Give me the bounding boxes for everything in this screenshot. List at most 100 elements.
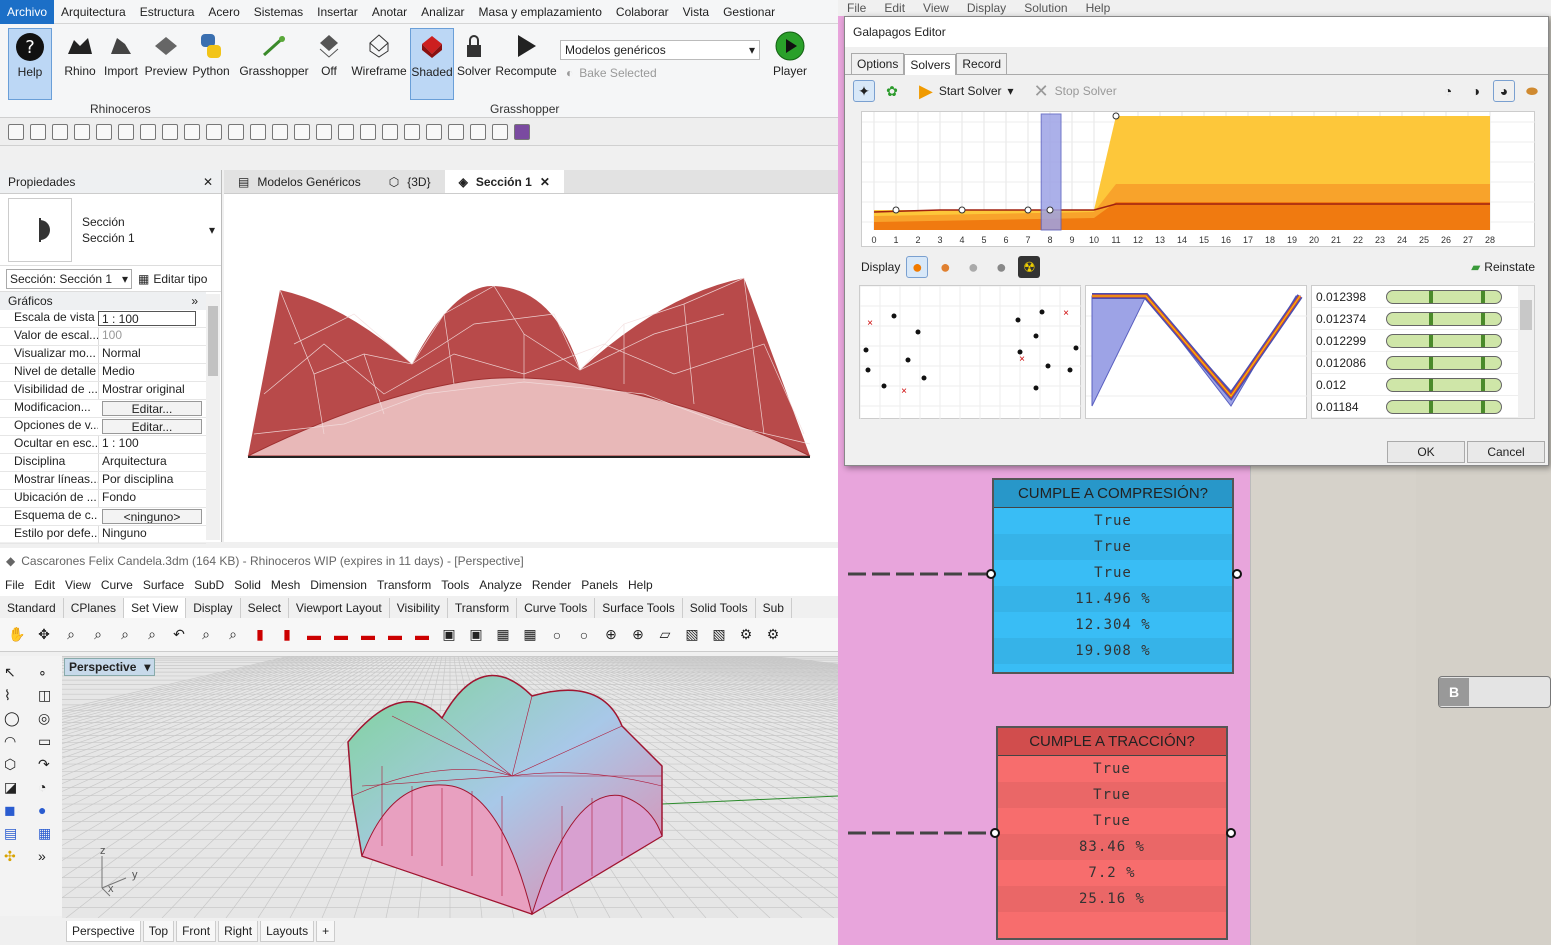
car-icon[interactable]: ▬ — [388, 626, 402, 643]
undo-view-icon[interactable]: ↶ — [173, 626, 185, 642]
rhino-tab-7[interactable]: Transform — [448, 598, 518, 618]
tool-icon[interactable]: ⚙ — [766, 626, 780, 642]
rhino-tab-9[interactable]: Surface Tools — [595, 598, 683, 618]
rhino-menu-13[interactable]: Panels — [581, 578, 618, 592]
type-chevron-icon[interactable]: ▾ — [208, 222, 215, 237]
category-dropdown[interactable]: Modelos genéricos ▾ — [560, 40, 760, 60]
genome-row[interactable]: 0.012398 — [1312, 286, 1518, 308]
preview-button[interactable]: Preview — [144, 28, 188, 100]
display-dark-icon[interactable]: ● — [995, 256, 1007, 277]
zoom-icon[interactable]: ⌕ — [67, 626, 75, 642]
menu-2[interactable]: Estructura — [139, 4, 195, 19]
car-icon[interactable]: ▬ — [415, 626, 429, 643]
rhino-menu-2[interactable]: View — [65, 578, 91, 592]
menu-3[interactable]: Acero — [208, 4, 240, 19]
polyline-icon[interactable]: ⌇ — [4, 687, 11, 703]
align-icon[interactable] — [316, 123, 332, 140]
tag-icon[interactable] — [360, 123, 376, 140]
off-button[interactable]: Off — [312, 28, 346, 100]
car-icon[interactable]: ▬ — [307, 626, 321, 643]
cube-icon[interactable]: ▧ — [685, 626, 699, 642]
link-icon[interactable] — [448, 123, 464, 140]
rhino-tab-8[interactable]: Curve Tools — [517, 598, 596, 618]
gh-menu-4[interactable]: Solution — [1024, 1, 1068, 15]
rhino-tab-6[interactable]: Visibility — [390, 598, 448, 618]
gh-slider[interactable]: B — [1438, 676, 1551, 708]
more-icon[interactable]: » — [38, 848, 46, 864]
rhino-button[interactable]: Rhino — [60, 28, 100, 100]
room-icon[interactable] — [382, 123, 398, 140]
egg-icon[interactable]: ⬬ — [1526, 82, 1538, 99]
add-tab-icon[interactable]: + — [316, 921, 336, 942]
thin-lines-icon[interactable] — [250, 123, 266, 140]
rhino-menu-10[interactable]: Tools — [441, 578, 470, 592]
menu-7[interactable]: Analizar — [421, 4, 465, 19]
open-icon[interactable] — [8, 123, 24, 140]
redo-icon[interactable] — [96, 123, 112, 140]
rhino-tab-5[interactable]: Viewport Layout — [289, 598, 390, 618]
python-button[interactable]: Python — [190, 28, 232, 100]
property-edit-button[interactable]: Editar... — [102, 401, 202, 416]
gh-menu-3[interactable]: Display — [966, 1, 1007, 15]
cancel-button[interactable]: Cancel — [1467, 441, 1545, 463]
reinstate-button[interactable]: ▰ Reinstate — [1471, 260, 1535, 274]
rhino-tab-11[interactable]: Sub — [756, 598, 792, 618]
output-grip[interactable] — [1226, 828, 1236, 838]
target-icon[interactable]: ⊕ — [605, 626, 617, 642]
print-icon[interactable] — [118, 123, 134, 140]
rhino-menu-12[interactable]: Render — [531, 578, 572, 592]
shaded-button[interactable]: Shaded — [410, 28, 454, 100]
arc-icon[interactable]: ◠ — [4, 733, 17, 749]
polygon-icon[interactable]: ⬡ — [4, 756, 17, 772]
property-edit-button[interactable]: Editar... — [102, 419, 202, 434]
plane-icon[interactable]: ▱ — [659, 626, 671, 642]
annealing-solver-icon[interactable]: ✿ — [886, 82, 898, 99]
rhino-tab-0[interactable]: Standard — [0, 598, 64, 618]
gh-menu-2[interactable]: View — [923, 1, 949, 15]
folder-icon[interactable]: ▦ — [523, 626, 537, 642]
menu-1[interactable]: Arquitectura — [61, 4, 126, 19]
tab-modelos-genericos[interactable]: ▤ Modelos Genéricos — [224, 170, 375, 193]
cylinder-icon[interactable]: ▤ — [4, 825, 18, 841]
rhino-menu-4[interactable]: Surface — [142, 578, 185, 592]
rectangle-icon[interactable]: ▭ — [38, 733, 52, 749]
pan-icon[interactable]: ✋ — [8, 626, 26, 642]
genome-row[interactable]: 0.012086 — [1312, 352, 1518, 374]
rhino-menu-1[interactable]: Edit — [34, 578, 56, 592]
rhino-tab-2[interactable]: Set View — [124, 598, 187, 618]
circle-icon[interactable]: ◯ — [4, 710, 20, 726]
car-icon[interactable]: ▬ — [334, 626, 348, 643]
display-grey-icon[interactable]: ● — [967, 256, 979, 277]
rhino-menu-14[interactable]: Help — [627, 578, 653, 592]
player-button[interactable]: Player — [770, 28, 810, 100]
menu-9[interactable]: Colaborar — [615, 4, 669, 19]
panel-traccion[interactable]: CUMPLE A TRACCIÓN? True True True 83.46 % 7.… — [996, 726, 1228, 940]
viewport-label[interactable]: Perspective ▾ — [64, 658, 156, 676]
instance-selector[interactable]: Sección: Sección 1 ▾ — [6, 268, 132, 289]
close-icon[interactable]: ✕ — [202, 174, 213, 189]
ok-button[interactable]: OK — [1387, 441, 1465, 463]
rhino-menu-5[interactable]: SubD — [194, 578, 225, 592]
camera-icon[interactable]: ▣ — [442, 626, 456, 642]
viewport-tab-4[interactable]: Layouts — [260, 921, 315, 942]
area-icon[interactable] — [404, 123, 420, 140]
rhino-menu-3[interactable]: Curve — [100, 578, 133, 592]
display-orange-icon[interactable]: ● — [906, 256, 929, 278]
input-grip[interactable] — [986, 569, 996, 579]
gh-menu-0[interactable]: File — [847, 1, 867, 15]
genome-row[interactable]: 0.012374 — [1312, 308, 1518, 330]
start-solver-button[interactable]: ▶ Start Solver ▾ — [919, 80, 1014, 101]
ellipse-icon[interactable]: ◎ — [38, 710, 51, 726]
genome-row[interactable]: 0.012 — [1312, 374, 1518, 396]
radiation-icon[interactable]: ☢ — [1018, 256, 1041, 278]
tab-options[interactable]: Options — [851, 53, 905, 74]
rhino-menu-9[interactable]: Transform — [376, 578, 432, 592]
rhino-menu-11[interactable]: Analyze — [479, 578, 522, 592]
undo-icon[interactable] — [74, 123, 90, 140]
wireframe-button[interactable]: Wireframe — [350, 28, 408, 100]
3d-view-icon[interactable] — [206, 123, 222, 140]
select-arrow-icon[interactable]: ↖ — [4, 664, 16, 680]
point-icon[interactable]: ∘ — [38, 664, 47, 680]
tab-solvers[interactable]: Solvers — [904, 54, 957, 75]
rhino-tab-1[interactable]: CPlanes — [64, 598, 125, 618]
